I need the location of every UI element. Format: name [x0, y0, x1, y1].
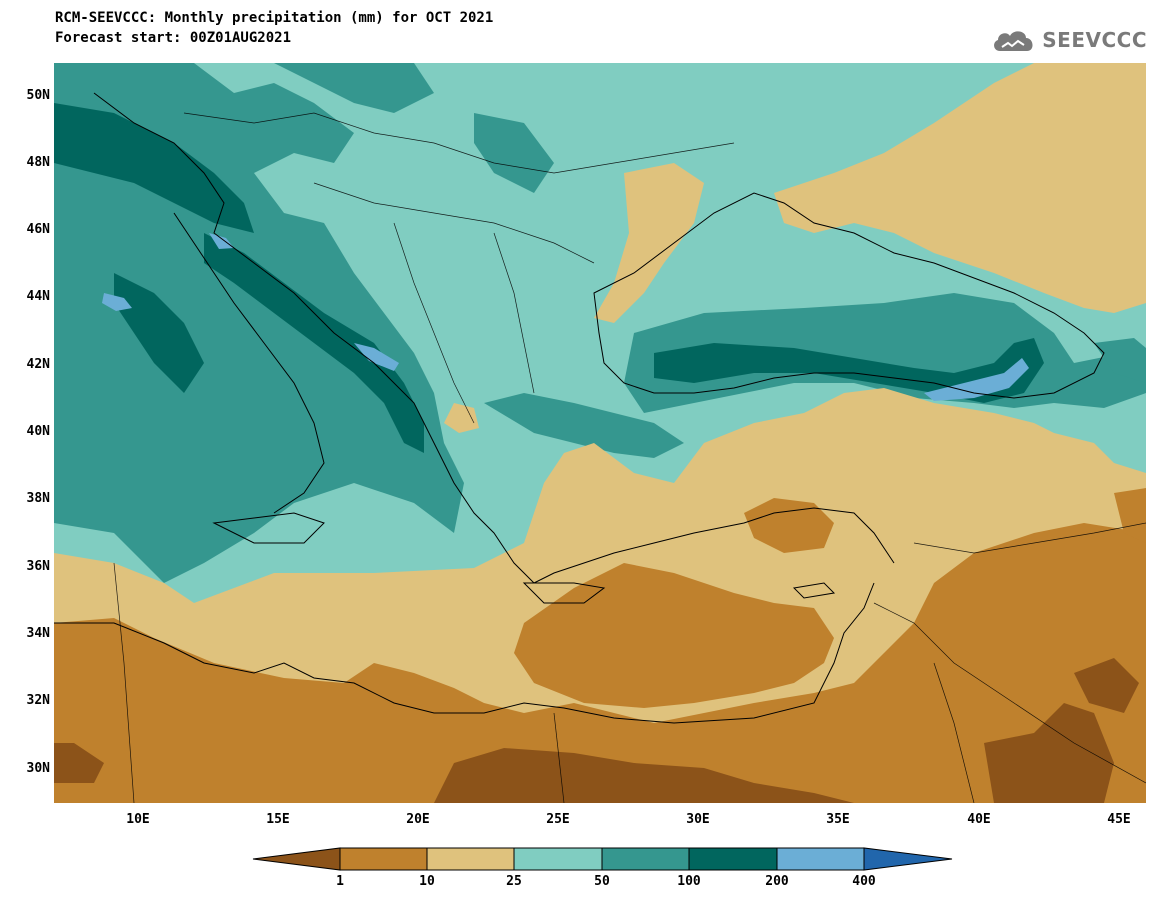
zone-100-200-alps — [54, 103, 254, 233]
colorbar-box-10-25 — [426, 847, 515, 871]
lat-label: 36N — [26, 559, 50, 574]
lat-label: 48N — [26, 155, 50, 170]
zone-50-100-north — [274, 63, 434, 113]
colorbar-arrow-low — [252, 847, 341, 871]
lon-label: 30E — [686, 812, 710, 827]
zone-below-1-iraq — [1074, 658, 1139, 713]
forecast-start-label: Forecast start: 00Z01AUG2021 — [55, 30, 292, 46]
lat-label: 34N — [26, 626, 50, 641]
colorbar-box-100-200 — [688, 847, 778, 871]
logo-text: SEEVCCC — [1042, 28, 1147, 52]
zone-200-400-montenegro — [354, 343, 399, 371]
zone-100-200-italy — [114, 273, 204, 393]
zone-10-25-greece — [444, 403, 479, 433]
zone-200-400-corsica — [102, 293, 132, 311]
colorbar-label: 200 — [765, 874, 789, 889]
lon-label: 45E — [1107, 812, 1131, 827]
colorbar-box-50-100 — [601, 847, 690, 871]
zone-100-200-blacksea-south — [654, 338, 1044, 403]
map-canvas — [54, 63, 1146, 803]
lat-label: 40N — [26, 424, 50, 439]
coastlines — [54, 92, 1105, 724]
colorbar — [252, 847, 954, 875]
lat-label: 30N — [26, 761, 50, 776]
colorbar-label: 100 — [677, 874, 701, 889]
colorbar-label: 400 — [852, 874, 876, 889]
zone-50-100-hungary — [474, 113, 554, 193]
lon-label: 10E — [126, 812, 150, 827]
lat-label: 44N — [26, 289, 50, 304]
zone-200-400-croatia — [209, 233, 234, 249]
lat-label: 32N — [26, 693, 50, 708]
lon-label: 15E — [266, 812, 290, 827]
colorbar-box-25-50 — [513, 847, 603, 871]
precipitation-map — [54, 63, 1146, 803]
zone-10-25-ukraine — [594, 163, 704, 323]
seevccc-logo: SEEVCCC — [990, 22, 1147, 58]
zone-1-10-turkey-east — [1114, 488, 1146, 543]
lon-label: 20E — [406, 812, 430, 827]
colorbar-label: 25 — [506, 874, 522, 889]
zone-100-200-adriatic — [204, 233, 424, 453]
zone-below-1-south — [434, 748, 854, 803]
country-borders — [113, 112, 1146, 803]
lat-label: 46N — [26, 222, 50, 237]
lon-label: 40E — [967, 812, 991, 827]
lat-label: 42N — [26, 357, 50, 372]
lon-label: 35E — [826, 812, 850, 827]
colorbar-box-1-10 — [339, 847, 428, 871]
zone-1-10-libya-egypt — [54, 523, 1146, 803]
zone-below-1-libya — [54, 743, 104, 783]
zone-200-400-georgia — [924, 358, 1029, 401]
lat-label: 38N — [26, 491, 50, 506]
cloud-icon — [994, 31, 1033, 51]
colorbar-label: 10 — [419, 874, 435, 889]
map-title: RCM-SEEVCCC: Monthly precipitation (mm) … — [55, 10, 494, 26]
zone-50-100-caucasus-east — [1094, 338, 1146, 383]
colorbar-box-200-400 — [776, 847, 865, 871]
colorbar-label: 50 — [594, 874, 610, 889]
zone-50-100-aegean-north — [484, 393, 684, 458]
zone-10-25-crimea-east — [774, 63, 1146, 313]
lon-label: 25E — [546, 812, 570, 827]
lat-label: 50N — [26, 88, 50, 103]
zone-1-10-egypt-north — [514, 563, 834, 708]
zone-1-10-anatolia — [744, 498, 834, 553]
zone-below-1-saudi — [984, 703, 1114, 803]
colorbar-label: 1 — [336, 874, 344, 889]
colorbar-arrow-high — [863, 847, 953, 871]
